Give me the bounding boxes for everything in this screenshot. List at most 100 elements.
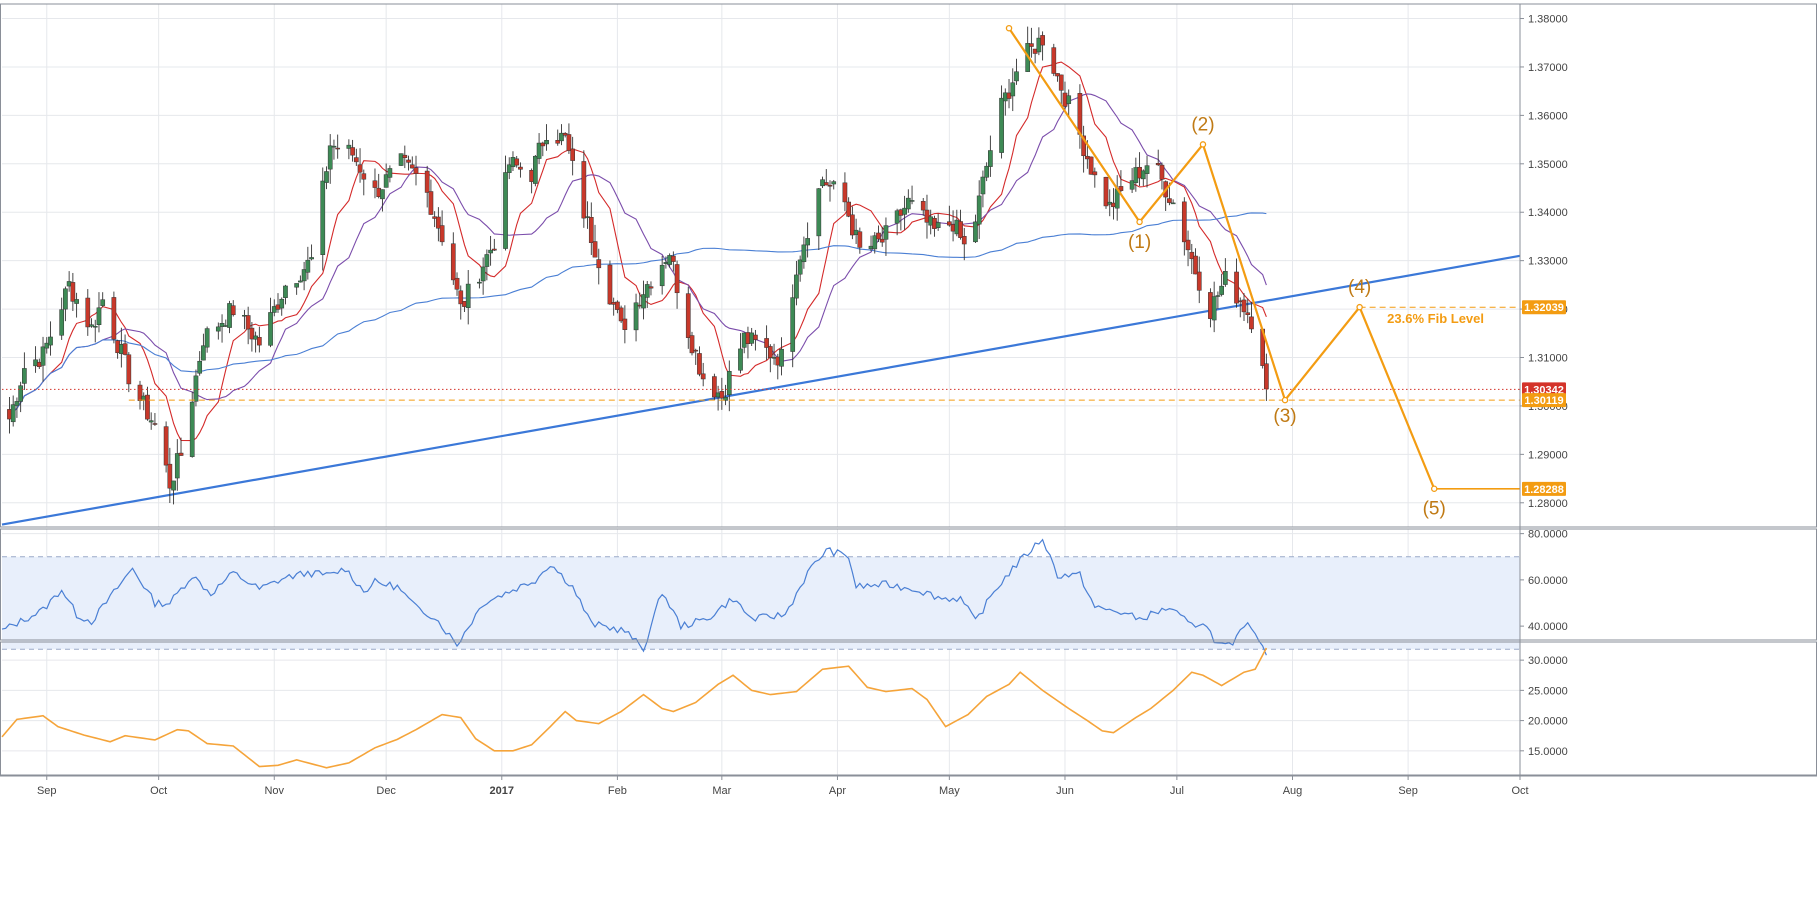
candle[interactable] (622, 305, 628, 344)
candle[interactable] (122, 334, 128, 356)
candle[interactable] (40, 336, 46, 382)
candle[interactable] (152, 412, 158, 426)
candle[interactable] (753, 329, 758, 351)
candle[interactable] (566, 123, 572, 154)
candle[interactable] (100, 292, 106, 308)
candle[interactable] (909, 185, 915, 205)
wave-point[interactable] (1430, 485, 1438, 492)
candle[interactable] (1211, 281, 1217, 333)
candle[interactable] (805, 222, 810, 258)
candle[interactable] (779, 337, 784, 376)
candle[interactable] (712, 373, 717, 401)
candle[interactable] (331, 139, 337, 160)
candle[interactable] (581, 150, 587, 228)
candle[interactable] (536, 133, 542, 165)
candle[interactable] (1014, 58, 1019, 85)
candle[interactable] (193, 369, 199, 407)
candle[interactable] (283, 284, 288, 305)
candle[interactable] (1118, 170, 1124, 193)
candle[interactable] (641, 280, 646, 320)
candle[interactable] (797, 255, 803, 282)
wave-point[interactable] (1281, 396, 1289, 404)
candle[interactable] (215, 322, 221, 340)
candle[interactable] (178, 437, 184, 456)
candle[interactable] (350, 139, 355, 162)
candle[interactable] (596, 248, 602, 285)
candle[interactable] (268, 297, 273, 348)
candle[interactable] (1170, 199, 1176, 205)
candle[interactable] (879, 226, 885, 247)
wave-point[interactable] (1005, 24, 1013, 32)
candle[interactable] (163, 421, 169, 473)
candle[interactable] (961, 227, 967, 261)
candle[interactable] (219, 314, 225, 343)
candle[interactable] (842, 172, 848, 212)
candle[interactable] (92, 319, 98, 343)
candle[interactable] (171, 480, 176, 505)
candle[interactable] (70, 272, 76, 311)
candle[interactable] (89, 318, 94, 328)
candle[interactable] (1040, 31, 1045, 61)
candle[interactable] (44, 337, 50, 354)
candle[interactable] (491, 238, 497, 251)
wave-point[interactable] (1199, 141, 1207, 148)
candle[interactable] (648, 281, 654, 296)
candle[interactable] (402, 145, 408, 169)
candle[interactable] (353, 148, 359, 166)
candle[interactable] (902, 195, 907, 230)
candle[interactable] (764, 325, 769, 361)
price-axis[interactable]: 1.38000 1.37000 1.36000 1.35000 1.34000 1.330… (1520, 14, 1568, 510)
candle[interactable] (544, 124, 549, 151)
candle[interactable] (436, 207, 441, 242)
candle[interactable] (1155, 149, 1161, 167)
candle[interactable] (920, 197, 926, 216)
candle[interactable] (1029, 27, 1034, 58)
candle[interactable] (1058, 74, 1064, 106)
candle[interactable] (372, 168, 378, 199)
candle[interactable] (689, 331, 695, 356)
wave-point[interactable] (1136, 218, 1143, 226)
candle[interactable] (137, 380, 143, 410)
candle[interactable] (424, 165, 430, 208)
candle[interactable] (454, 272, 460, 296)
candle[interactable] (976, 180, 982, 239)
candle[interactable] (249, 322, 255, 352)
candle[interactable] (850, 206, 855, 240)
candle[interactable] (480, 257, 486, 295)
candle[interactable] (1234, 258, 1239, 308)
candle[interactable] (63, 286, 68, 322)
candle[interactable] (257, 326, 262, 353)
candle[interactable] (533, 155, 538, 187)
candle[interactable] (305, 246, 311, 280)
candle[interactable] (406, 155, 411, 171)
candle[interactable] (1144, 155, 1150, 188)
candle[interactable] (1066, 89, 1072, 116)
candle[interactable] (126, 352, 132, 393)
adx-axis[interactable]: 30.0000 25.0000 20.0000 15.0000 (1520, 655, 1568, 758)
candle[interactable] (894, 208, 900, 236)
candle[interactable] (197, 351, 203, 376)
candle[interactable] (245, 306, 251, 345)
candle[interactable] (346, 139, 352, 160)
candle[interactable] (615, 300, 620, 314)
candle[interactable] (794, 260, 799, 306)
candle[interactable] (1140, 169, 1146, 186)
candle[interactable] (111, 291, 117, 344)
candle[interactable] (189, 391, 195, 458)
candle[interactable] (1189, 243, 1195, 274)
candle[interactable] (935, 213, 941, 231)
candle[interactable] (1051, 43, 1057, 77)
candle[interactable] (1193, 248, 1198, 275)
candle[interactable] (361, 169, 367, 196)
candle[interactable] (148, 412, 154, 430)
candle[interactable] (999, 85, 1004, 159)
candle[interactable] (22, 352, 27, 390)
candle[interactable] (1081, 125, 1086, 173)
candle[interactable] (439, 210, 445, 246)
candle[interactable] (924, 194, 930, 239)
candle[interactable] (450, 232, 456, 285)
candle[interactable] (409, 156, 415, 169)
candle[interactable] (555, 129, 561, 146)
candle[interactable] (726, 360, 732, 412)
candle[interactable] (697, 346, 702, 377)
